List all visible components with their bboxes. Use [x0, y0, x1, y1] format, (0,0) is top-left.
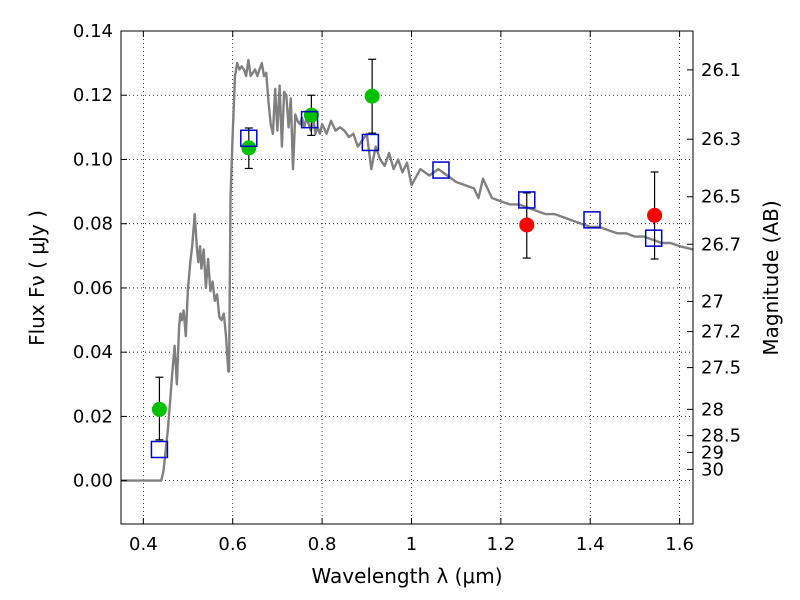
magnitude-tick-label: 27 [701, 291, 724, 312]
y-tick-label: 0.10 [73, 149, 113, 170]
x-axis-label: Wavelength λ (μm) [311, 564, 502, 588]
y-tick-label: 0.08 [73, 214, 113, 235]
magnitude-tick-label: 28 [701, 399, 724, 420]
x-tick-label: 1 [406, 534, 417, 555]
green-data-point [303, 107, 319, 123]
model-spectrum-line [121, 58, 694, 482]
y-tick-label: 0.06 [73, 278, 113, 299]
magnitude-tick-label: 27.2 [701, 322, 741, 343]
magnitude-tick-label: 27.5 [701, 358, 741, 379]
y-tick-label: 0.00 [73, 471, 113, 492]
magnitude-tick-label: 30 [701, 459, 724, 480]
model-flux-square [518, 191, 536, 209]
red-data-point [519, 217, 535, 233]
green-data-point [151, 401, 167, 417]
magnitude-tick-label: 26.5 [701, 187, 741, 208]
x-tick-label: 1.6 [665, 534, 694, 555]
y-axis-label: Flux Fν ( μJy ) [25, 210, 49, 346]
green-data-point [241, 140, 257, 156]
magnitude-tick-label: 29 [701, 442, 724, 463]
model-flux-square [240, 129, 258, 148]
red-data-point [647, 207, 663, 223]
magnitude-tick-label: 28.5 [701, 426, 741, 447]
y2-axis-label: Magnitude (AB) [759, 200, 783, 355]
model-flux-square [583, 211, 601, 229]
x-tick-label: 0.4 [129, 534, 158, 555]
y-tick-label: 0.02 [73, 406, 113, 427]
model-flux-square [361, 133, 380, 152]
model-flux-square [300, 110, 319, 129]
model-flux-square [644, 229, 663, 247]
magnitude-tick-label: 26.7 [701, 234, 741, 255]
y-tick-label: 0.04 [73, 342, 113, 363]
axis-ticks: 0.4 0.6 0.8 1 1.2 1.4 1.6 0.00 0.02 0.04 0.06 0.08 0… [73, 21, 741, 555]
magnitude-tick-label: 26.1 [701, 60, 741, 81]
model-flux-square [432, 161, 450, 179]
model-flux-square [150, 440, 169, 459]
x-tick-label: 0.8 [308, 534, 337, 555]
x-tick-label: 1.4 [576, 534, 605, 555]
data-markers [150, 88, 663, 459]
model-spectrum [121, 58, 694, 482]
x-tick-label: 0.6 [218, 534, 247, 555]
y-tick-label: 0.12 [73, 85, 113, 106]
magnitude-tick-label: 26.3 [701, 129, 741, 150]
plot-frame [120, 30, 694, 525]
y-tick-label: 0.14 [73, 21, 113, 42]
green-data-point [364, 88, 380, 104]
x-tick-label: 1.2 [487, 534, 516, 555]
